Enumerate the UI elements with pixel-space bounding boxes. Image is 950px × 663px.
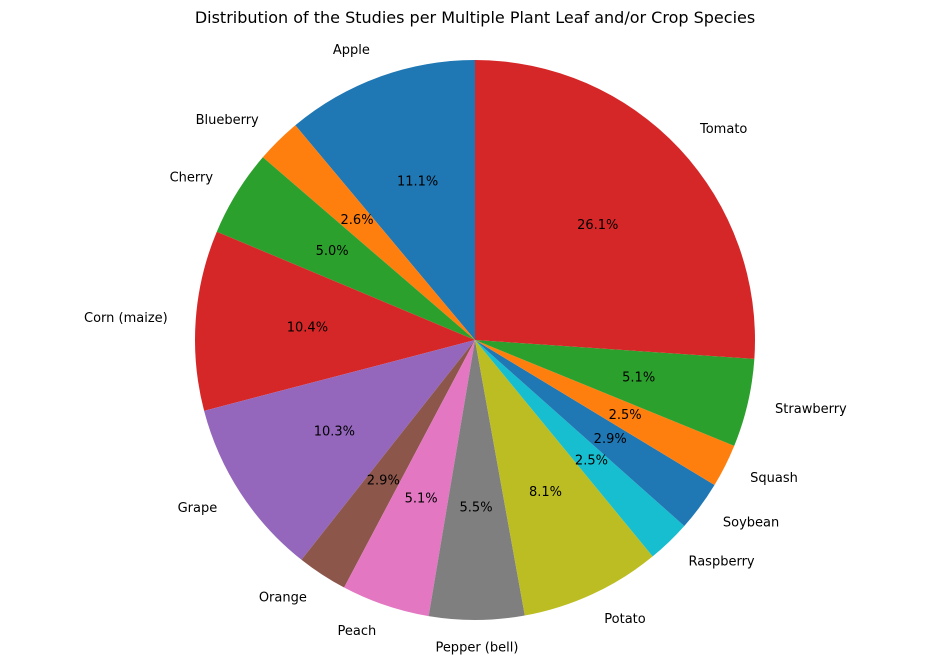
pie-slice <box>295 60 475 340</box>
pie-slice <box>475 340 653 616</box>
slice-percent-label: 8.1% <box>529 485 562 500</box>
slice-percent-label: 10.3% <box>314 424 355 439</box>
pie-slice <box>475 340 685 557</box>
slice-label: Squash <box>750 471 798 486</box>
slice-label: Soybean <box>723 515 779 530</box>
slice-percent-label: 5.0% <box>316 244 349 259</box>
slice-percent-label: 26.1% <box>577 218 618 233</box>
pie-slice <box>475 60 755 359</box>
slice-label: Apple <box>333 43 370 58</box>
slice-label: Orange <box>259 591 307 606</box>
slice-label: Grape <box>178 501 218 516</box>
slice-percent-label: 2.9% <box>367 473 400 488</box>
slice-percent-label: 2.9% <box>594 432 627 447</box>
pie-slice <box>344 340 475 617</box>
pie-slice <box>216 157 475 340</box>
slice-percent-label: 5.1% <box>405 492 438 507</box>
slices-layer <box>195 60 755 621</box>
pie-slice <box>195 231 476 411</box>
pie-slice <box>475 340 755 446</box>
pie-slice <box>301 340 475 588</box>
slice-percent-label: 11.1% <box>397 175 438 190</box>
slice-percent-label: 5.5% <box>460 501 493 516</box>
slice-label: Strawberry <box>775 402 847 417</box>
slice-percent-label: 10.4% <box>287 321 328 336</box>
slice-label: Peach <box>338 624 377 639</box>
labels-layer: Apple 11.1% Blueberry 2.6% Cherry 5.0% Corn (m… <box>84 43 847 655</box>
chart-title: Distribution of the Studies per Multiple… <box>195 8 755 27</box>
slice-percent-label: 5.1% <box>622 370 655 385</box>
slice-label: Raspberry <box>688 555 754 570</box>
pie-slice <box>475 340 715 526</box>
pie-slice <box>428 340 525 621</box>
slice-label: Corn (maize) <box>84 311 168 326</box>
slice-label: Tomato <box>699 122 747 137</box>
slice-percent-label: 2.5% <box>575 454 608 469</box>
slice-label: Cherry <box>170 170 214 185</box>
pie-slice <box>204 340 476 560</box>
slice-label: Pepper (bell) <box>435 640 518 655</box>
slice-label: Potato <box>604 612 645 627</box>
pie-slice <box>262 125 475 340</box>
slice-percent-label: 2.6% <box>341 213 374 228</box>
slice-percent-label: 2.5% <box>609 408 642 423</box>
slice-label: Blueberry <box>196 113 259 128</box>
pie-slice <box>475 340 735 486</box>
